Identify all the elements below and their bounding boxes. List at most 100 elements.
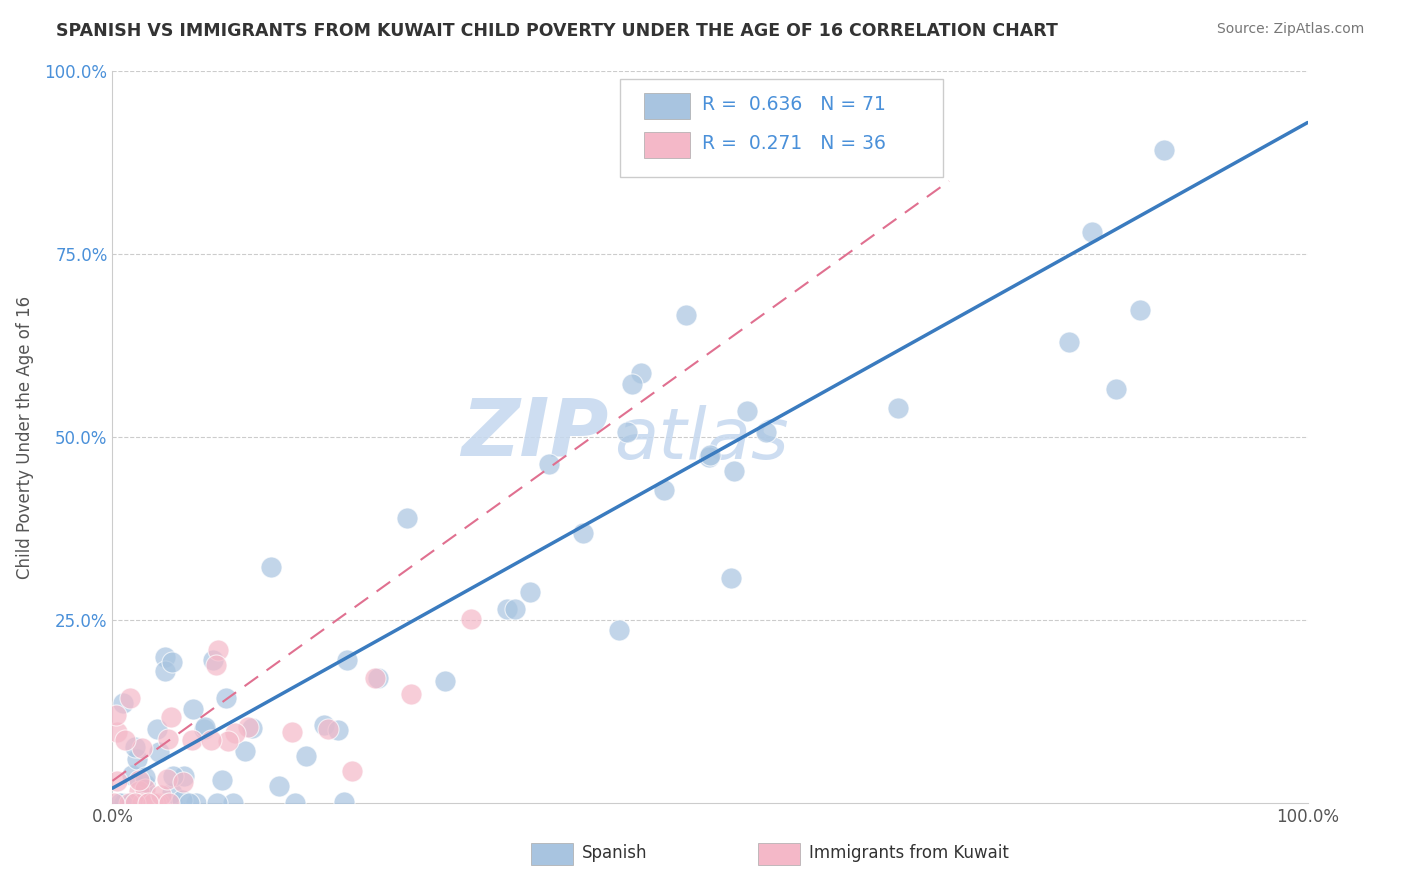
Point <box>193 722 215 736</box>
Point <box>496 601 519 615</box>
Point <box>295 749 318 764</box>
Point <box>110 796 132 810</box>
Point <box>395 510 418 524</box>
Point <box>184 796 207 810</box>
Point <box>269 779 291 793</box>
Text: Spanish: Spanish <box>582 844 648 863</box>
Point <box>1105 382 1128 396</box>
Point <box>1153 143 1175 157</box>
Text: ZIP: ZIP <box>461 394 609 473</box>
Point <box>224 726 246 740</box>
Point <box>160 710 183 724</box>
Text: Immigrants from Kuwait: Immigrants from Kuwait <box>810 844 1010 863</box>
Point <box>124 796 146 810</box>
Point <box>120 796 142 810</box>
Point <box>607 623 630 637</box>
Point <box>755 425 778 440</box>
Point <box>173 769 195 783</box>
Point <box>149 789 172 803</box>
Point <box>128 783 150 797</box>
Point <box>141 796 163 810</box>
Point <box>211 772 233 787</box>
FancyBboxPatch shape <box>758 843 800 865</box>
Point <box>328 723 350 737</box>
Y-axis label: Child Poverty Under the Age of 16: Child Poverty Under the Age of 16 <box>15 295 34 579</box>
Point <box>887 401 910 415</box>
Point <box>572 526 595 541</box>
Text: R =  0.636   N = 71: R = 0.636 N = 71 <box>702 95 886 114</box>
Point <box>194 720 217 734</box>
Point <box>1081 225 1104 239</box>
Point <box>652 483 675 497</box>
Point <box>162 769 184 783</box>
Point <box>118 691 141 706</box>
Point <box>112 796 135 810</box>
Point <box>180 732 202 747</box>
Point <box>214 690 236 705</box>
Point <box>121 768 143 782</box>
Text: SPANISH VS IMMIGRANTS FROM KUWAIT CHILD POVERTY UNDER THE AGE OF 16 CORRELATION : SPANISH VS IMMIGRANTS FROM KUWAIT CHILD … <box>56 22 1059 40</box>
Point <box>131 741 153 756</box>
Point <box>146 722 169 736</box>
Point <box>233 744 256 758</box>
Point <box>124 739 146 754</box>
Point <box>138 796 160 810</box>
Point <box>281 724 304 739</box>
Point <box>675 308 697 322</box>
Point <box>200 732 222 747</box>
Point <box>181 702 204 716</box>
FancyBboxPatch shape <box>620 78 943 178</box>
Point <box>312 717 335 731</box>
Point <box>131 796 153 810</box>
Point <box>207 796 229 810</box>
Point <box>260 560 283 574</box>
Point <box>401 687 423 701</box>
Point <box>155 650 177 665</box>
Point <box>134 770 156 784</box>
FancyBboxPatch shape <box>644 132 690 158</box>
Point <box>128 773 150 788</box>
Point <box>124 796 146 810</box>
Point <box>157 796 180 810</box>
Point <box>333 795 356 809</box>
Point <box>142 796 165 810</box>
Point <box>238 721 260 735</box>
Point <box>127 752 149 766</box>
Point <box>340 764 363 778</box>
Point <box>105 774 128 789</box>
Point <box>630 367 652 381</box>
Point <box>207 643 229 657</box>
Point <box>621 377 644 392</box>
Point <box>699 448 721 462</box>
Point <box>156 772 179 786</box>
Point <box>105 725 128 739</box>
Point <box>433 674 456 689</box>
Text: R =  0.271   N = 36: R = 0.271 N = 36 <box>702 134 886 153</box>
Point <box>1129 302 1152 317</box>
Point <box>160 796 183 810</box>
Point <box>177 796 200 810</box>
Point <box>160 655 183 669</box>
Point <box>460 612 482 626</box>
Point <box>134 777 156 791</box>
Point <box>125 796 148 810</box>
Point <box>105 708 128 723</box>
Point <box>1057 334 1080 349</box>
Point <box>121 796 143 810</box>
FancyBboxPatch shape <box>531 843 572 865</box>
Point <box>316 722 339 736</box>
Point <box>114 733 136 747</box>
Point <box>202 653 225 667</box>
Point <box>162 786 184 800</box>
Text: atlas: atlas <box>614 405 789 474</box>
Point <box>538 457 561 471</box>
Point <box>217 734 239 748</box>
Point <box>240 721 263 735</box>
Point <box>117 796 139 810</box>
Point <box>205 658 228 673</box>
Point <box>141 796 163 810</box>
Point <box>221 796 243 810</box>
Point <box>103 796 125 810</box>
Point <box>135 789 157 804</box>
Point <box>364 672 387 686</box>
